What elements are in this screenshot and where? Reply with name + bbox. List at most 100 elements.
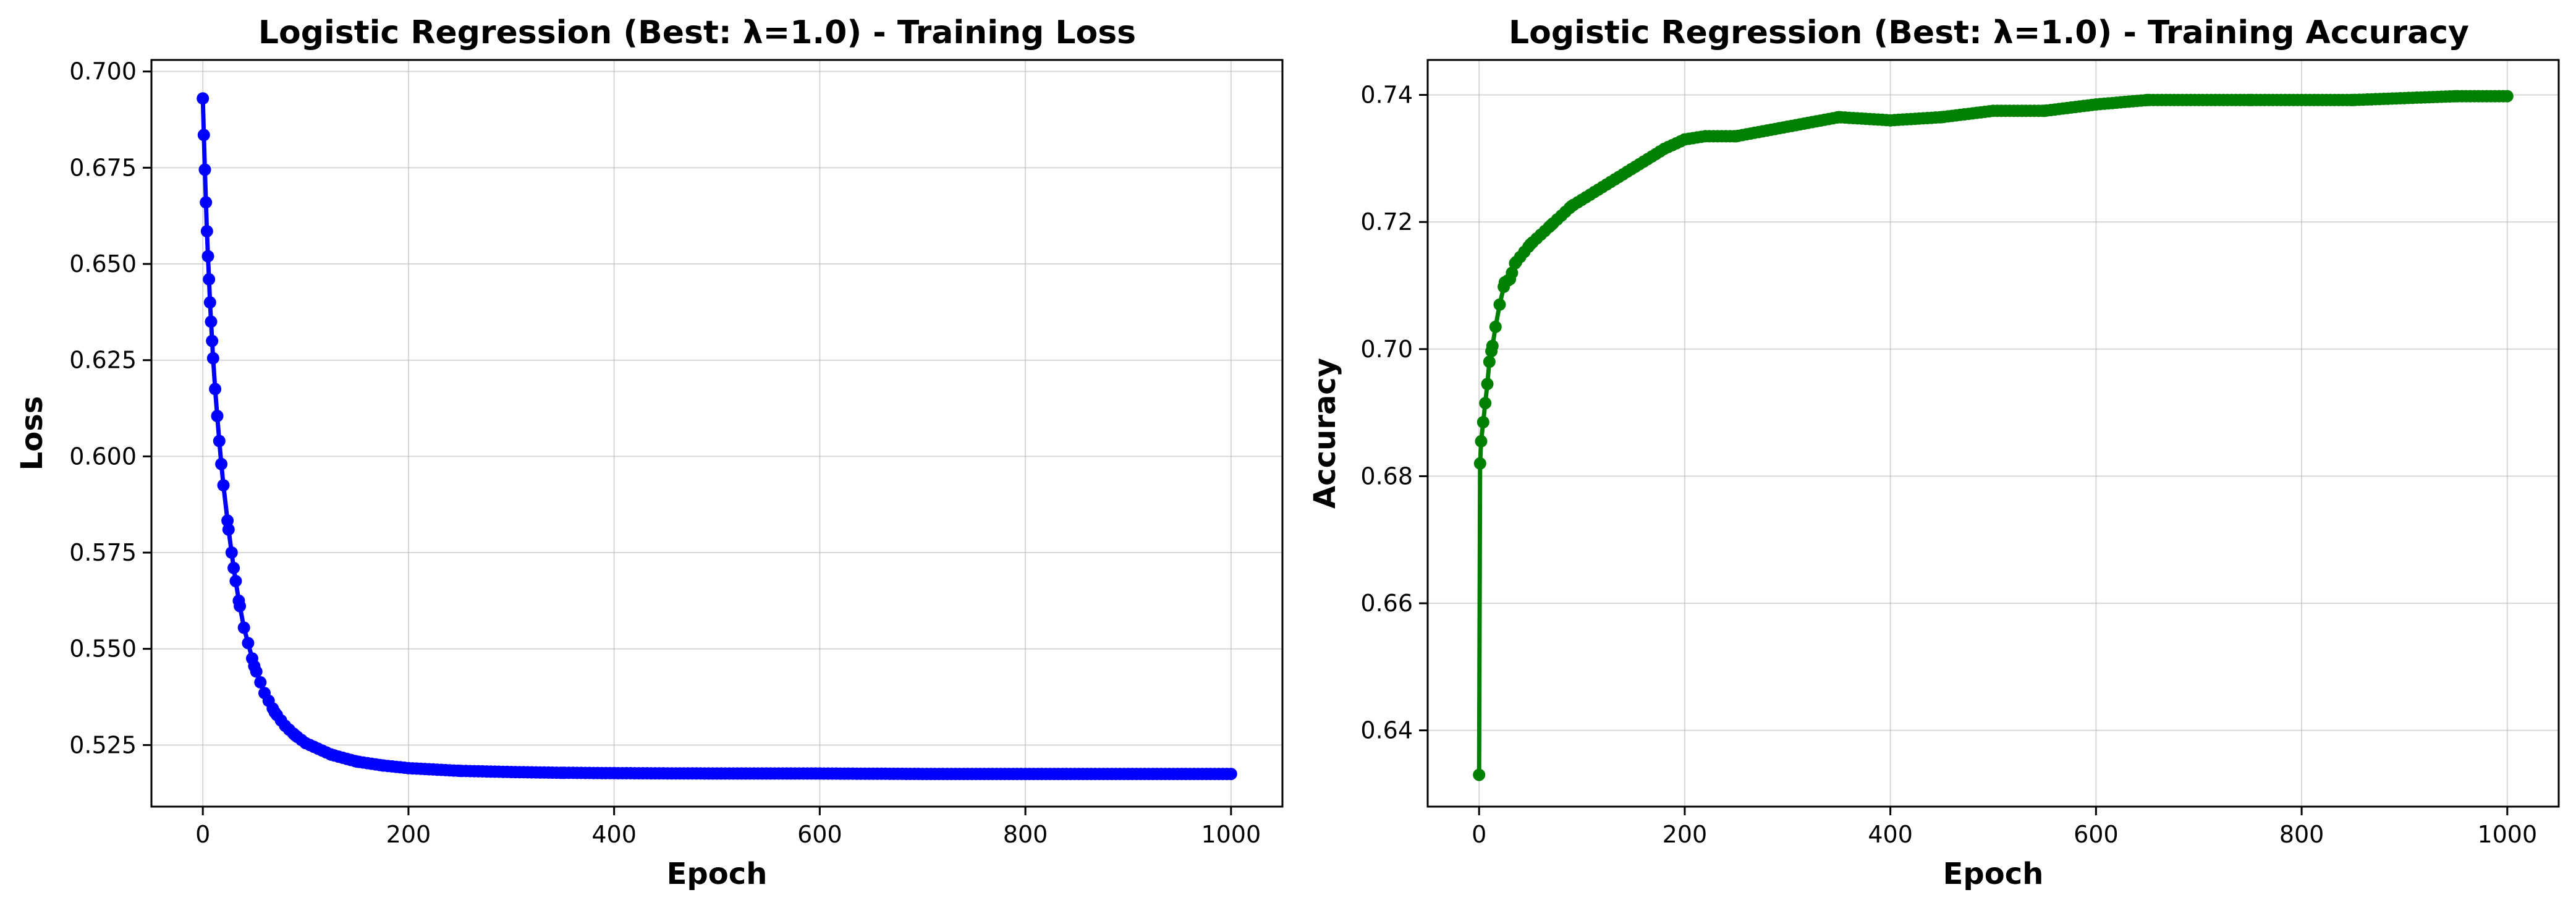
loss-chart-title: Logistic Regression (Best: λ=1.0) - Trai… [258,14,1136,51]
accuracy-data-point [1477,416,1489,428]
accuracy-x-tick-label: 600 [2074,821,2119,848]
accuracy-data-point [1493,298,1506,311]
loss-data-point [350,755,363,768]
loss-data-point [203,273,216,286]
accuracy-data-point [2038,104,2051,117]
loss-x-tick-label: 1000 [1201,821,1261,848]
loss-y-tick-label: 0.650 [69,250,137,278]
loss-data-point [201,250,214,263]
loss-data-point [206,352,219,365]
accuracy-y-tick-label: 0.72 [1360,208,1413,235]
loss-data-point [1224,768,1237,781]
loss-y-tick-label: 0.625 [69,347,137,374]
accuracy-data-point [1483,355,1496,368]
loss-data-point [248,660,261,673]
accuracy-y-tick-label: 0.68 [1360,462,1413,490]
loss-data-point [198,163,211,176]
accuracy-chart-title: Logistic Regression (Best: λ=1.0) - Trai… [1509,14,2469,51]
loss-chart-y-ticks: 0.525 0.550 0.575 0.600 0.625 0.650 0.675 0.700 [69,58,151,758]
loss-y-tick-label: 0.700 [69,58,137,85]
loss-chart-frame [150,59,1284,808]
loss-series [197,92,1237,781]
accuracy-data-point [1473,457,1486,470]
loss-data-point [254,676,267,689]
loss-data-point [217,479,230,492]
loss-data-point [200,225,213,238]
accuracy-y-tick-label: 0.70 [1360,336,1413,363]
loss-y-tick-label: 0.550 [69,635,137,663]
loss-data-point [211,410,224,422]
loss-x-tick-label: 600 [797,821,842,848]
loss-data-point [200,196,213,209]
accuracy-data-point [1565,200,1578,213]
loss-data-point [225,546,238,559]
loss-data-point [268,706,281,719]
loss-x-tick-label: 200 [386,821,431,848]
loss-data-point [209,383,222,396]
accuracy-data-point [2141,93,2154,106]
accuracy-data-point [1486,339,1499,352]
accuracy-data-point [1504,273,1517,286]
accuracy-data-point [1489,320,1502,333]
accuracy-x-tick-label: 400 [1868,821,1913,848]
loss-data-point [454,765,467,778]
loss-data-point [237,621,250,634]
accuracy-data-point [1524,238,1537,251]
accuracy-data-point [2501,90,2514,103]
loss-data-point [197,129,210,142]
accuracy-data-point [1509,257,1522,269]
accuracy-data-point [1479,397,1492,410]
loss-data-point [227,561,240,574]
accuracy-y-tick-label: 0.66 [1360,590,1413,617]
accuracy-data-point [1473,768,1486,781]
accuracy-chart-y-axis-label: Accuracy [1308,358,1342,509]
accuracy-x-tick-label: 200 [1663,821,1708,848]
loss-chart-grid [151,60,1282,807]
loss-data-point [215,457,228,470]
accuracy-chart-x-axis-label: Epoch [1943,857,2044,891]
accuracy-data-point [2243,93,2256,106]
loss-data-point [229,575,242,588]
loss-y-tick-label: 0.600 [69,443,137,470]
accuracy-data-point [2449,90,2462,103]
loss-chart: Logistic Regression (Best: λ=1.0) - Trai… [15,14,1284,891]
loss-data-point [232,594,245,607]
accuracy-y-tick-label: 0.64 [1360,717,1413,744]
loss-data-point [242,637,255,650]
accuracy-data-point [1481,378,1494,391]
loss-x-tick-label: 400 [591,821,637,848]
accuracy-data-point [1935,111,1948,124]
loss-data-point [289,729,302,742]
loss-y-tick-label: 0.675 [69,154,137,181]
loss-chart-y-axis-label: Loss [15,396,49,471]
loss-chart-x-ticks: 0 200 400 600 800 1000 [195,807,1261,848]
accuracy-x-tick-label: 800 [2279,821,2324,848]
accuracy-y-tick-label: 0.74 [1360,82,1413,109]
accuracy-data-point [2347,93,2360,106]
loss-data-point [197,92,210,105]
loss-data-point [556,766,569,779]
accuracy-data-point [1544,219,1557,232]
loss-y-tick-label: 0.575 [69,539,137,566]
accuracy-chart-y-ticks: 0.64 0.66 0.68 0.70 0.72 0.74 [1360,82,1428,744]
loss-x-tick-label: 800 [1003,821,1048,848]
loss-chart-x-axis-label: Epoch [667,857,768,891]
loss-data-point [206,334,219,347]
loss-y-tick-label: 0.525 [69,731,137,758]
accuracy-series [1473,90,2514,781]
accuracy-x-tick-label: 1000 [2477,821,2537,848]
accuracy-data-point [1832,111,1845,124]
accuracy-chart-x-ticks: 0 200 400 600 800 1000 [1472,807,2537,848]
accuracy-x-tick-label: 0 [1472,821,1486,848]
loss-x-tick-label: 0 [195,821,210,848]
accuracy-chart-frame [1426,59,2560,808]
accuracy-chart: Logistic Regression (Best: λ=1.0) - Trai… [1308,14,2560,891]
loss-data-point [205,315,218,328]
loss-data-point [325,748,338,761]
accuracy-data-point [1475,435,1488,448]
loss-data-point [213,435,226,448]
loss-data-point [222,523,235,536]
loss-data-point [203,296,216,309]
accuracy-data-point [1730,130,1743,143]
